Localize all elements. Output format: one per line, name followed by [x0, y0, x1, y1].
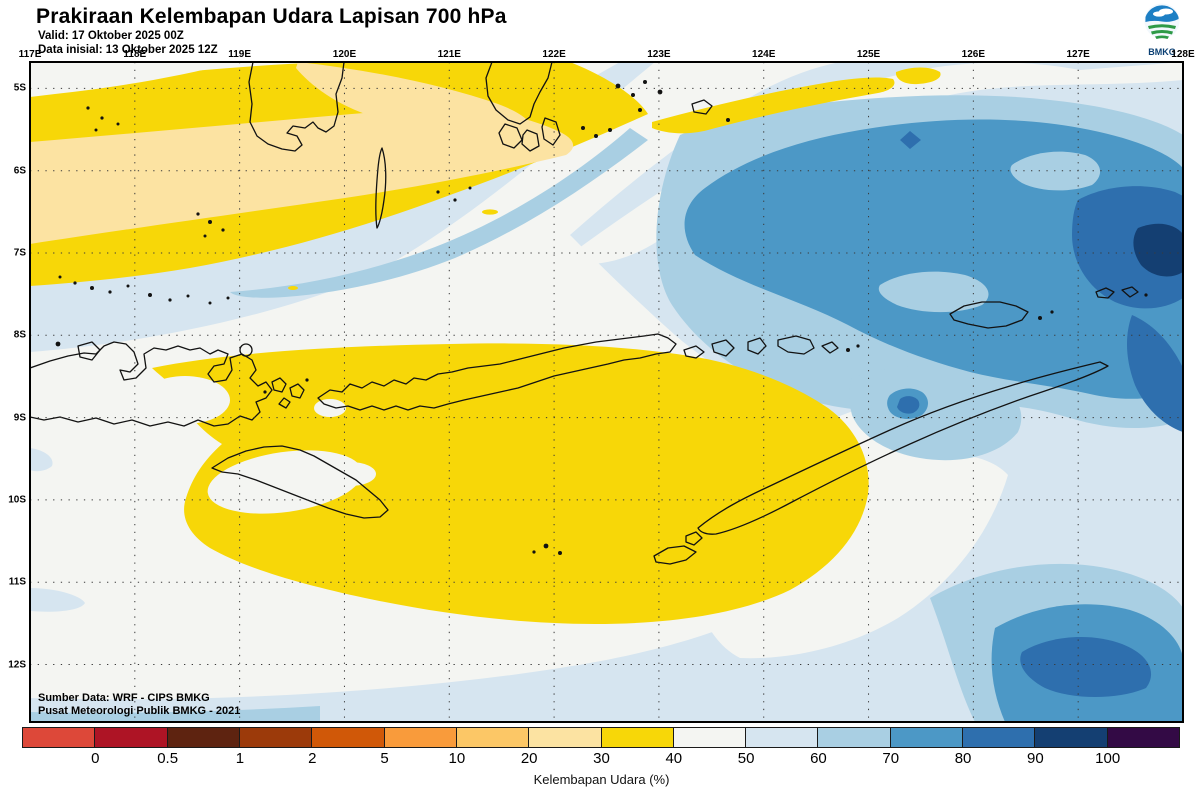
legend-tick-0.5: 0.5 [157, 750, 179, 767]
lat-label-12S: 12S [8, 659, 26, 670]
legend-segment-2 [166, 727, 240, 748]
legend-segment-3 [238, 727, 313, 748]
map-frame [29, 61, 1184, 723]
legend-tick-100: 100 [1095, 750, 1121, 767]
bmkg-logo-icon [1144, 3, 1180, 39]
lon-label-127E: 127E [1066, 49, 1090, 60]
legend-tick-0: 0 [91, 750, 100, 767]
lat-label-11S: 11S [8, 576, 26, 588]
init-time-label: Data inisial: 13 Oktober 2025 12Z [38, 44, 218, 56]
contour-20-30-regions [30, 62, 574, 244]
lat-label-7S: 7S [13, 247, 26, 259]
lon-label-120E: 120E [332, 49, 357, 60]
legend-segment-4 [311, 727, 385, 748]
lon-label-124E: 124E [752, 49, 776, 60]
legend-tick-30: 30 [593, 750, 610, 767]
legend-segment-15 [1106, 727, 1180, 748]
legend-segment-1 [94, 727, 168, 748]
lon-label-123E: 123E [647, 49, 671, 60]
valid-time-label: Valid: 17 Oktober 2025 00Z [38, 30, 184, 42]
lat-label-5S: 5S [13, 82, 26, 94]
legend-tick-90: 90 [1027, 750, 1044, 767]
legend-segment-6 [455, 727, 530, 748]
legend-tick-10: 10 [448, 750, 466, 767]
legend-segment-0 [22, 727, 96, 748]
legend-segment-12 [889, 727, 964, 748]
legend-segment-8 [600, 727, 674, 748]
legend-tick-2: 2 [308, 750, 317, 767]
bmkg-logo: BMKG [1138, 2, 1186, 57]
lon-label-126E: 126E [961, 49, 986, 60]
islet-specks [55, 80, 1148, 555]
coastlines [30, 62, 1148, 565]
legend-segment-9 [672, 727, 747, 748]
legend-segment-13 [962, 727, 1036, 748]
legend-tick-60: 60 [810, 750, 827, 767]
data-source-line: Sumber Data: WRF - CIPS BMKG [38, 692, 210, 704]
lat-label-6S: 6S [13, 165, 26, 177]
lon-label-118E: 118E [123, 49, 147, 60]
bmkg-logo-text: BMKG [1148, 47, 1176, 57]
lon-label-121E: 121E [437, 49, 461, 60]
publisher-line: Pusat Meteorologi Publik BMKG - 2021 [38, 705, 241, 717]
lat-label-9S: 9S [13, 412, 26, 424]
lat-label-8S: 8S [13, 329, 26, 341]
legend-segment-5 [383, 727, 457, 748]
lon-label-122E: 122E [542, 49, 566, 60]
page-title: Prakiraan Kelembapan Udara Lapisan 700 h… [36, 5, 507, 28]
legend-segment-10 [745, 727, 819, 748]
legend-segment-14 [1034, 727, 1108, 748]
contour-white-holes [30, 62, 376, 514]
lon-label-125E: 125E [856, 49, 881, 60]
legend-tick-5: 5 [380, 750, 389, 767]
legend-segment-11 [817, 727, 891, 748]
lon-label-117E: 117E [18, 49, 42, 60]
legend-segment-7 [528, 727, 602, 748]
lon-label-119E: 119E [228, 49, 252, 60]
contour-80-90-regions [897, 131, 1183, 697]
lat-label-10S: 10S [8, 494, 26, 506]
colorbar-legend [22, 727, 1180, 748]
legend-tick-50: 50 [737, 750, 755, 767]
lon-label-128E: 128E [1171, 49, 1195, 60]
legend-tick-80: 80 [954, 750, 972, 767]
colorbar-title: Kelembapan Udara (%) [533, 772, 670, 787]
legend-tick-40: 40 [665, 750, 683, 767]
legend-tick-20: 20 [520, 750, 538, 767]
legend-tick-1: 1 [235, 750, 245, 767]
legend-tick-70: 70 [882, 750, 900, 767]
